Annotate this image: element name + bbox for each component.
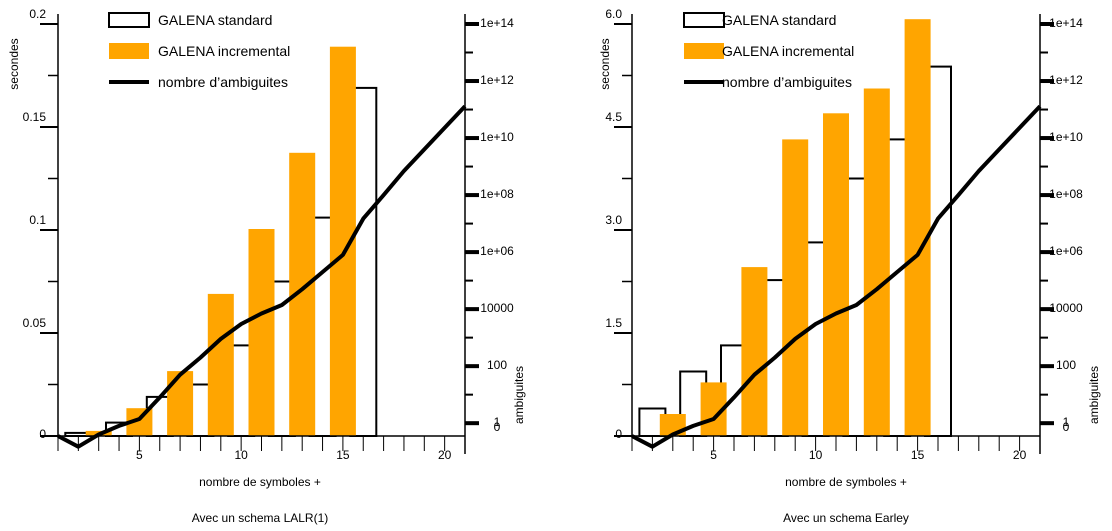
y-tick-label: 3.0 [605,213,622,227]
y2-tick-label: 10000 [480,301,514,315]
y2-tick-label: 1 [1063,415,1070,429]
y-tick-label: 0 [615,427,622,441]
y-axis-title: secondes [598,38,612,89]
y2-tick-label: 10000 [1049,301,1083,315]
legend-label-line: nombre d’ambiguites [722,74,852,90]
x-tick-label: 10 [809,448,823,462]
incremental-bar-3 [167,371,194,436]
x-tick-label: 15 [911,448,925,462]
y2-tick-label: 1e+12 [480,73,514,87]
y2-tick-label: 1e+14 [480,16,514,30]
x-tick-label: 10 [234,448,248,462]
ambiguity-line [631,104,1042,449]
incremental-bar-3 [741,267,768,436]
y2-tick-label: 1 [494,415,501,429]
y-tick-label: 0 [39,427,46,441]
legend-label-incremental: GALENA incremental [722,43,854,59]
legend-label-standard: GALENA standard [722,12,836,28]
legend-label-line: nombre d’ambiguites [158,74,288,90]
y2-tick-label: 1e+06 [480,244,514,258]
chart-caption: Avec un schema LALR(1) [192,511,329,525]
x-tick-label: 20 [1013,448,1027,462]
legend-swatch-incremental [109,43,149,59]
legend-swatch-standard [108,12,150,28]
x-tick-label: 20 [438,448,452,462]
y2-tick-label: 1e+06 [1049,244,1083,258]
chart-caption: Avec un schema Earley [783,511,909,525]
y2-tick-label: 1e+08 [480,187,514,201]
x-axis-title: nombre de symboles + [785,475,907,489]
legend: GALENA standard GALENA incremental nombre … [683,12,854,90]
y2-tick-label: 1e+14 [1049,16,1083,30]
x-tick-label: 15 [336,448,350,462]
y-tick-label: 0.2 [29,7,46,21]
y2-tick-label: 1e+12 [1049,73,1083,87]
incremental-bar-5 [248,229,275,436]
y2-tick-label: 100 [1056,358,1076,372]
y-tick-label: 0.1 [29,213,46,227]
x-tick-label: 5 [136,448,143,462]
incremental-bar-5 [823,113,849,437]
legend-swatch-incremental [684,43,724,59]
y2-tick-label: 1e+10 [1049,130,1083,144]
y2-axis-title: ambiguites [512,366,526,424]
y2-tick-label: 100 [487,358,507,372]
legend-label-incremental: GALENA incremental [158,43,290,59]
y-tick-label: 0.05 [23,316,47,330]
legend: GALENA standard GALENA incremental nombre … [108,12,290,90]
y2-axis-title: ambiguites [1087,366,1101,424]
x-axis-title: nombre de symboles + [199,475,321,489]
y-axis-title: secondes [7,38,21,89]
y-tick-label: 4.5 [605,110,622,124]
legend-swatch-standard [683,12,725,28]
y2-zero-label: 0 [494,420,501,434]
x-tick-label: 5 [710,448,717,462]
y-tick-label: 0.15 [23,110,47,124]
incremental-bar-6 [863,88,890,436]
y-tick-label: 1.5 [605,316,622,330]
chart-panel-1: 5 10 15 20 0 0.05 0.1 0.15 0.2 1 100 10000 1e+06 1e+0… [7,7,526,525]
y2-zero-label: 0 [1063,420,1070,434]
incremental-bar-7 [904,19,931,436]
y2-tick-label: 1e+10 [480,130,514,144]
ambiguity-line [57,104,467,449]
legend-label-standard: GALENA standard [158,12,272,28]
incremental-bar-4 [782,139,809,436]
incremental-bar-4 [207,293,234,436]
y-tick-label: 6.0 [605,7,622,21]
chart-panel-2: 5 10 15 20 0 1.5 3.0 4.5 6.0 1 100 10000 1e+06 1e+08 1… [598,7,1101,525]
y2-tick-label: 1e+08 [1049,187,1083,201]
